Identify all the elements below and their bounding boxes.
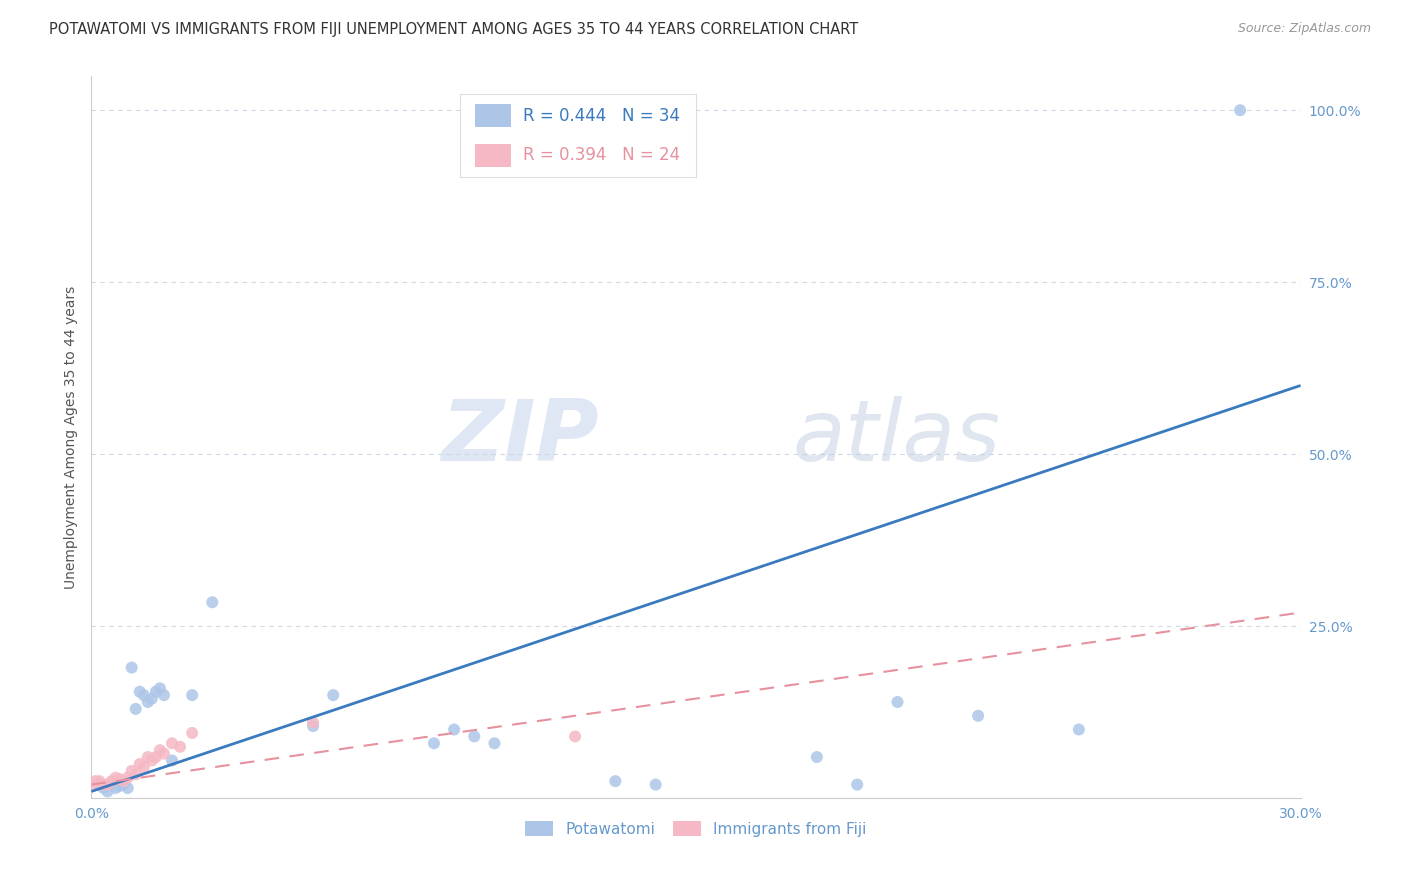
Point <box>117 771 139 785</box>
Point <box>89 774 111 789</box>
Point <box>93 780 115 795</box>
FancyBboxPatch shape <box>475 104 510 128</box>
Point <box>89 778 111 792</box>
Text: atlas: atlas <box>793 395 1001 479</box>
Point <box>100 774 122 789</box>
Y-axis label: Unemployment Among Ages 35 to 44 years: Unemployment Among Ages 35 to 44 years <box>63 285 77 589</box>
Point <box>128 684 150 698</box>
Point <box>141 691 163 706</box>
Point <box>201 595 224 609</box>
Point <box>104 771 127 785</box>
Point <box>806 750 828 764</box>
Point <box>153 747 176 761</box>
Text: ZIP: ZIP <box>441 395 599 479</box>
Point <box>463 730 485 744</box>
Point <box>93 778 115 792</box>
Point <box>322 688 344 702</box>
Point <box>886 695 908 709</box>
Point <box>132 688 155 702</box>
Point <box>169 739 191 754</box>
Point <box>149 681 172 696</box>
Point <box>181 688 204 702</box>
Point <box>117 780 139 795</box>
Point <box>112 774 135 789</box>
Legend: Potawatomi, Immigrants from Fiji: Potawatomi, Immigrants from Fiji <box>519 815 873 843</box>
FancyBboxPatch shape <box>460 94 696 177</box>
Point <box>80 778 103 792</box>
Point <box>145 684 167 698</box>
Point <box>132 760 155 774</box>
Point <box>121 660 143 674</box>
Text: R = 0.394   N = 24: R = 0.394 N = 24 <box>523 146 681 164</box>
Point <box>302 715 325 730</box>
Point <box>104 780 127 795</box>
Point <box>108 772 131 786</box>
Point <box>564 730 586 744</box>
Point <box>644 778 666 792</box>
Point <box>605 774 627 789</box>
Point <box>136 750 159 764</box>
Point <box>96 784 118 798</box>
Point <box>160 754 183 768</box>
Point <box>484 736 506 750</box>
Point <box>125 702 148 716</box>
Text: POTAWATOMI VS IMMIGRANTS FROM FIJI UNEMPLOYMENT AMONG AGES 35 TO 44 YEARS CORREL: POTAWATOMI VS IMMIGRANTS FROM FIJI UNEMP… <box>49 22 859 37</box>
Point <box>141 754 163 768</box>
FancyBboxPatch shape <box>475 144 510 167</box>
Point <box>967 708 990 723</box>
Point <box>846 778 869 792</box>
Point <box>136 695 159 709</box>
Text: R = 0.444   N = 34: R = 0.444 N = 34 <box>523 106 681 125</box>
Point <box>443 723 465 737</box>
Point <box>145 750 167 764</box>
Point <box>108 779 131 793</box>
Point <box>121 764 143 778</box>
Point <box>1229 103 1251 118</box>
Point <box>153 688 176 702</box>
Point <box>112 778 135 792</box>
Point <box>1067 723 1090 737</box>
Point <box>100 778 122 792</box>
Point <box>302 719 325 733</box>
Point <box>160 736 183 750</box>
Point <box>125 767 148 781</box>
Point <box>84 774 107 789</box>
Point <box>128 756 150 771</box>
Point <box>423 736 446 750</box>
Point <box>96 778 118 792</box>
Point <box>181 726 204 740</box>
Point <box>149 743 172 757</box>
Text: Source: ZipAtlas.com: Source: ZipAtlas.com <box>1237 22 1371 36</box>
